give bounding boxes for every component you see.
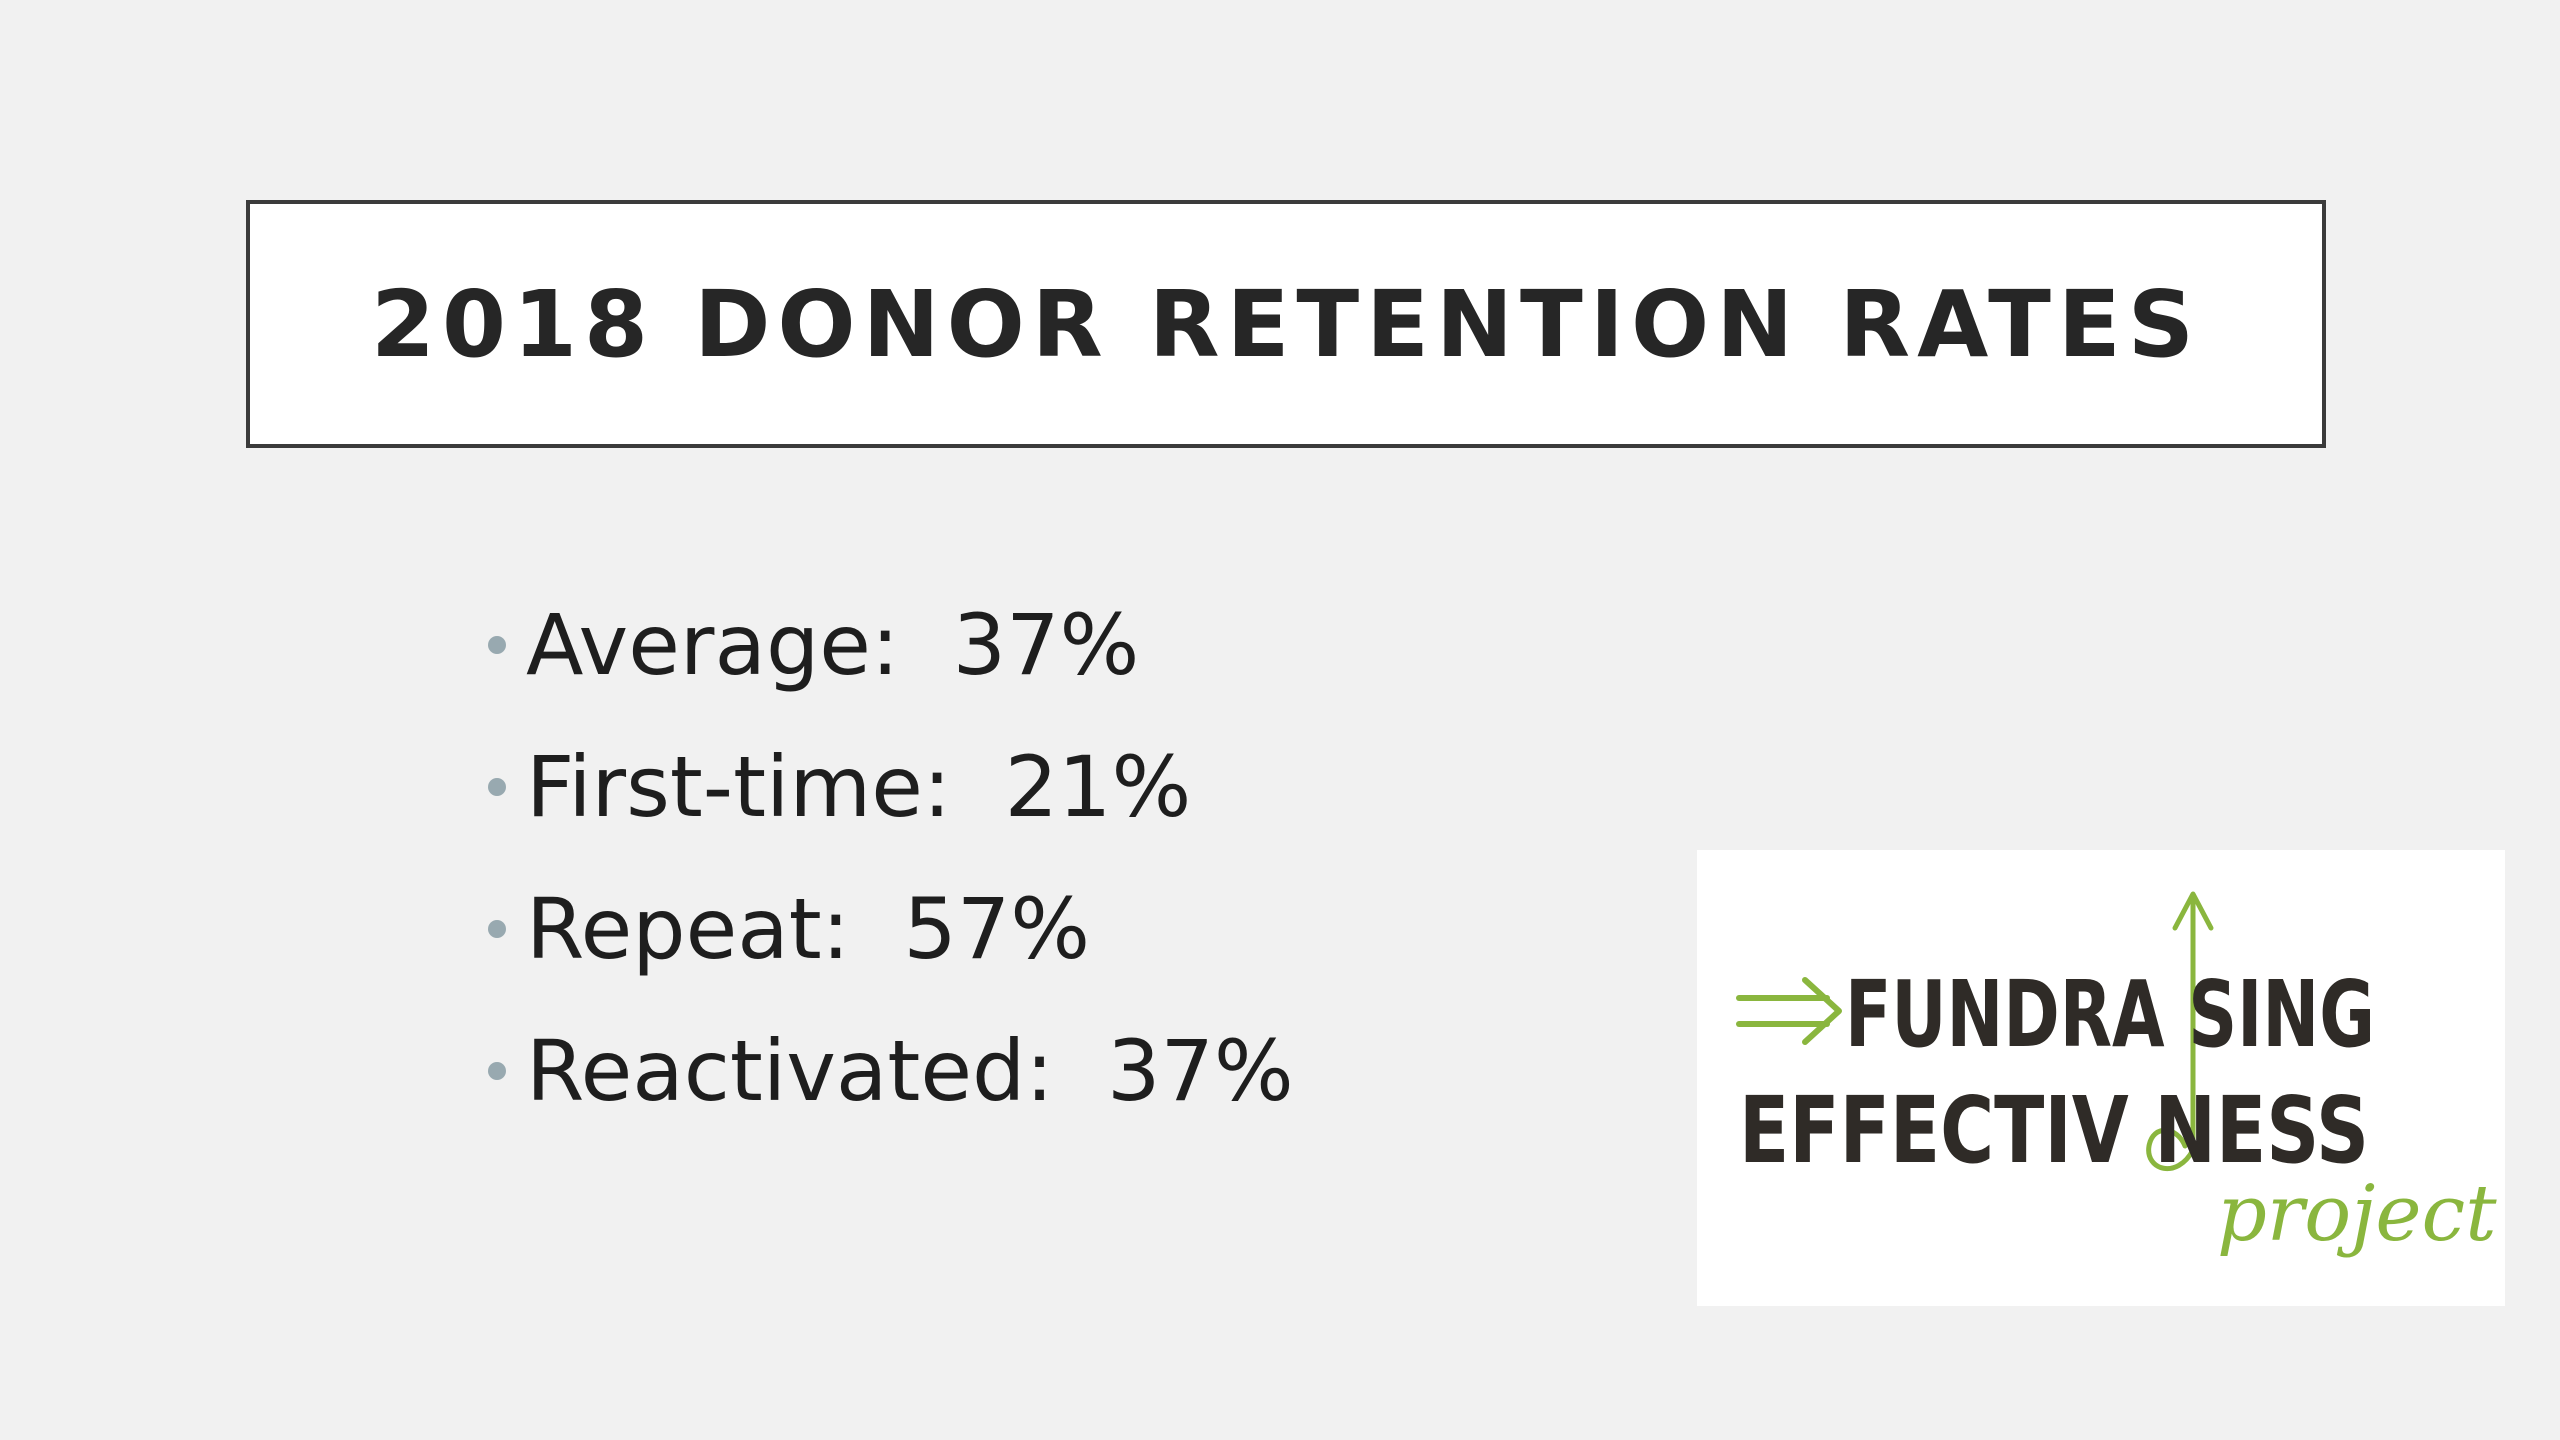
bullet-text-first-time: First-time: 21%	[526, 738, 1192, 836]
bullet-text-reactivated: Reactivated: 37%	[526, 1022, 1294, 1120]
double-arrow-icon	[1736, 977, 1842, 1045]
list-item: Repeat: 57%	[488, 858, 1294, 1000]
bullet-icon	[488, 1062, 506, 1080]
fundraising-effectiveness-logo: FUNDRA SING EFFECTIV NESS project	[1697, 850, 2505, 1306]
logo-graphic: FUNDRA SING EFFECTIV NESS project	[1736, 891, 2497, 1259]
up-arrow-icon	[2146, 891, 2214, 1171]
bullet-icon	[488, 778, 506, 796]
bullet-text-average: Average: 37%	[526, 596, 1140, 694]
list-item: Reactivated: 37%	[488, 1000, 1294, 1142]
title-box: 2018 DONOR RETENTION RATES	[246, 200, 2326, 448]
logo-script: project	[2217, 1169, 2497, 1259]
logo-line-1: FUNDRA SING	[1845, 961, 2375, 1068]
list-item: Average: 37%	[488, 574, 1294, 716]
bullet-text-repeat: Repeat: 57%	[526, 880, 1091, 978]
slide-title: 2018 DONOR RETENTION RATES	[370, 270, 2201, 378]
list-item: First-time: 21%	[488, 716, 1294, 858]
bullet-icon	[488, 920, 506, 938]
logo-line-2: EFFECTIV NESS	[1739, 1077, 2369, 1184]
bullet-list: Average: 37% First-time: 21% Repeat: 57%…	[488, 574, 1294, 1142]
bullet-icon	[488, 636, 506, 654]
